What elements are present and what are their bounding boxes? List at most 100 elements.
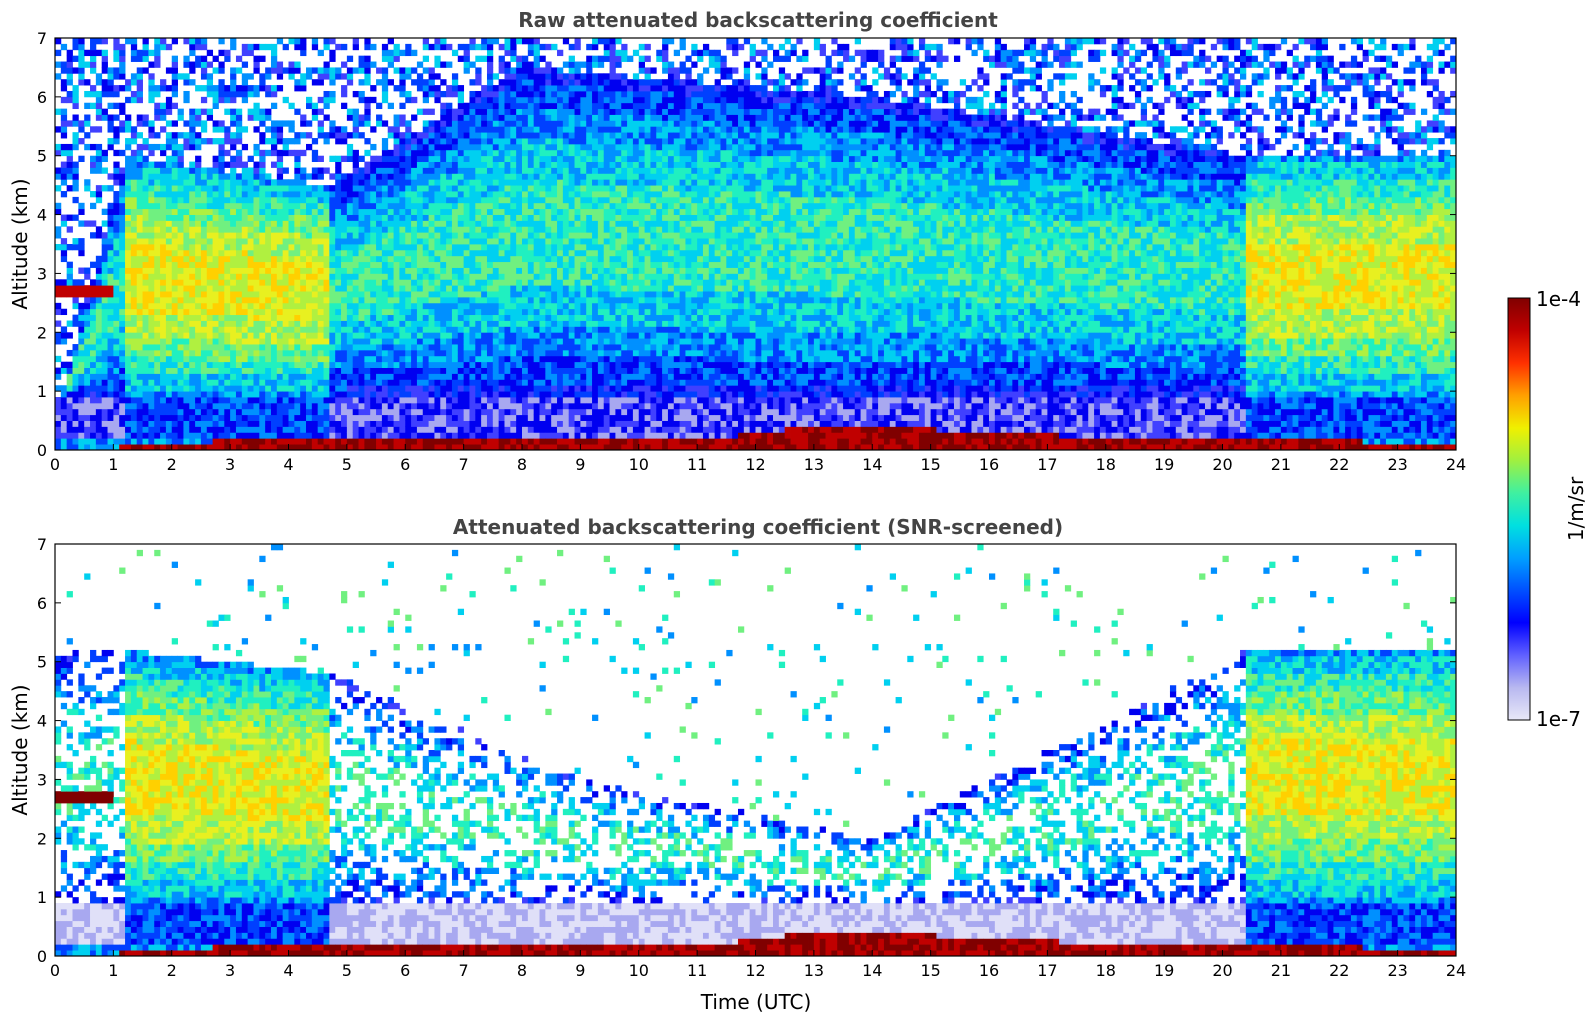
heatmap-cell: [504, 44, 510, 50]
heatmap-cell: [516, 226, 522, 232]
heatmap-cell: [148, 279, 154, 285]
heatmap-cell: [347, 262, 353, 268]
heatmap-cell: [248, 256, 254, 262]
heatmap-cell: [540, 309, 546, 315]
heatmap-cell: [125, 385, 131, 391]
heatmap-cell: [522, 173, 528, 179]
heatmap-cell: [434, 297, 440, 303]
heatmap-cell: [224, 285, 230, 291]
heatmap-cell: [84, 303, 90, 309]
heatmap-cell: [265, 291, 271, 297]
heatmap-cell: [493, 356, 499, 362]
heatmap-cell: [359, 315, 365, 321]
heatmap-cell: [218, 150, 224, 156]
heatmap-cell: [376, 415, 382, 421]
heatmap-cell: [382, 356, 388, 362]
heatmap-cell: [213, 91, 219, 97]
heatmap-cell: [73, 321, 79, 327]
heatmap-cell: [423, 244, 429, 250]
heatmap-cell: [125, 332, 131, 338]
heatmap-cell: [102, 220, 108, 226]
heatmap-cell: [73, 356, 79, 362]
heatmap-cell: [207, 321, 213, 327]
heatmap-cell: [195, 385, 201, 391]
heatmap-cell: [166, 144, 172, 150]
heatmap-cell: [423, 232, 429, 238]
heatmap-cell: [417, 332, 423, 338]
heatmap-cell: [131, 73, 137, 79]
heatmap-cell: [364, 256, 370, 262]
heatmap-cell: [178, 385, 184, 391]
heatmap-cell: [540, 232, 546, 238]
heatmap-cell: [499, 109, 505, 115]
heatmap-cell: [236, 285, 242, 291]
heatmap-cell: [277, 126, 283, 132]
heatmap-cell: [125, 379, 131, 385]
heatmap-cell: [289, 232, 295, 238]
heatmap-cell: [534, 215, 540, 221]
heatmap-cell: [224, 344, 230, 350]
heatmap-cell: [353, 150, 359, 156]
heatmap-cell: [178, 421, 184, 427]
heatmap-cell: [224, 315, 230, 321]
heatmap-cell: [248, 297, 254, 303]
heatmap-cell: [399, 385, 405, 391]
heatmap-cell: [137, 309, 143, 315]
heatmap-cell: [90, 368, 96, 374]
heatmap-cell: [207, 391, 213, 397]
heatmap-cell: [464, 156, 470, 162]
heatmap-cell: [434, 185, 440, 191]
heatmap-cell: [160, 197, 166, 203]
heatmap-cell: [376, 344, 382, 350]
heatmap-cell: [84, 103, 90, 109]
heatmap-cell: [329, 309, 335, 315]
heatmap-cell: [248, 426, 254, 432]
heatmap-cell: [458, 338, 464, 344]
heatmap-cell: [481, 115, 487, 121]
heatmap-cell: [388, 38, 394, 44]
heatmap-cell: [67, 91, 73, 97]
heatmap-cell: [125, 315, 131, 321]
heatmap-cell: [73, 344, 79, 350]
heatmap-cell: [481, 326, 487, 332]
heatmap-cell: [119, 344, 125, 350]
heatmap-cell: [399, 332, 405, 338]
heatmap-cell: [347, 303, 353, 309]
heatmap-cell: [294, 162, 300, 168]
heatmap-cell: [277, 315, 283, 321]
heatmap-cell: [96, 273, 102, 279]
heatmap-cell: [137, 326, 143, 332]
heatmap-cell: [172, 103, 178, 109]
heatmap-cell: [248, 173, 254, 179]
heatmap-cell: [131, 262, 137, 268]
heatmap-cell: [475, 226, 481, 232]
heatmap-cell: [405, 138, 411, 144]
heatmap-cell: [324, 303, 330, 309]
heatmap-cell: [370, 167, 376, 173]
heatmap-cell: [324, 332, 330, 338]
heatmap-cell: [510, 385, 516, 391]
heatmap-cell: [487, 62, 493, 68]
heatmap-cell: [96, 126, 102, 132]
heatmap-cell: [516, 326, 522, 332]
heatmap-cell: [411, 238, 417, 244]
heatmap-cell: [137, 315, 143, 321]
heatmap-cell: [382, 173, 388, 179]
heatmap-cell: [248, 232, 254, 238]
heatmap-cell: [318, 368, 324, 374]
heatmap-cell: [376, 67, 382, 73]
heatmap-cell: [242, 91, 248, 97]
heatmap-cell: [528, 344, 534, 350]
heatmap-cell: [148, 303, 154, 309]
heatmap-cell: [469, 397, 475, 403]
heatmap-cell: [376, 262, 382, 268]
heatmap-cell: [253, 285, 259, 291]
heatmap-cell: [394, 315, 400, 321]
heatmap-cell: [90, 356, 96, 362]
heatmap-cell: [113, 332, 119, 338]
heatmap-cell: [370, 203, 376, 209]
heatmap-cell: [195, 38, 201, 44]
heatmap-cell: [429, 162, 435, 168]
heatmap-cell: [324, 115, 330, 121]
heatmap-cell: [113, 215, 119, 221]
